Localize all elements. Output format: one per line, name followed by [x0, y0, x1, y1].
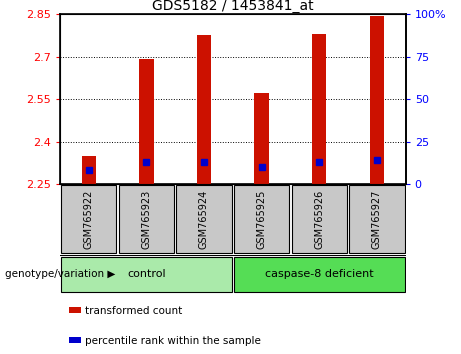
Text: GSM765925: GSM765925	[257, 190, 266, 249]
Text: GSM765924: GSM765924	[199, 190, 209, 249]
Bar	[349, 185, 405, 253]
Bar	[312, 34, 326, 184]
Bar	[234, 185, 290, 253]
Text: transformed count: transformed count	[85, 306, 183, 316]
Title: GDS5182 / 1453841_at: GDS5182 / 1453841_at	[152, 0, 313, 13]
Text: percentile rank within the sample: percentile rank within the sample	[85, 336, 261, 346]
Bar	[69, 307, 81, 313]
Text: GSM765926: GSM765926	[314, 190, 324, 249]
Bar	[291, 185, 347, 253]
Bar	[82, 156, 96, 184]
Bar	[118, 185, 174, 253]
Bar	[234, 257, 405, 292]
Text: genotype/variation ▶: genotype/variation ▶	[5, 269, 115, 279]
Text: GSM765923: GSM765923	[142, 190, 151, 249]
Bar	[139, 59, 154, 184]
Bar	[69, 337, 81, 343]
Text: control: control	[127, 269, 165, 279]
Text: GSM765922: GSM765922	[84, 190, 94, 249]
Bar	[197, 35, 211, 184]
Bar	[370, 16, 384, 184]
Bar	[176, 185, 231, 253]
Bar	[254, 93, 269, 184]
Text: GSM765927: GSM765927	[372, 190, 382, 249]
Bar	[61, 185, 116, 253]
Bar	[61, 257, 231, 292]
Text: caspase-8 deficient: caspase-8 deficient	[265, 269, 373, 279]
